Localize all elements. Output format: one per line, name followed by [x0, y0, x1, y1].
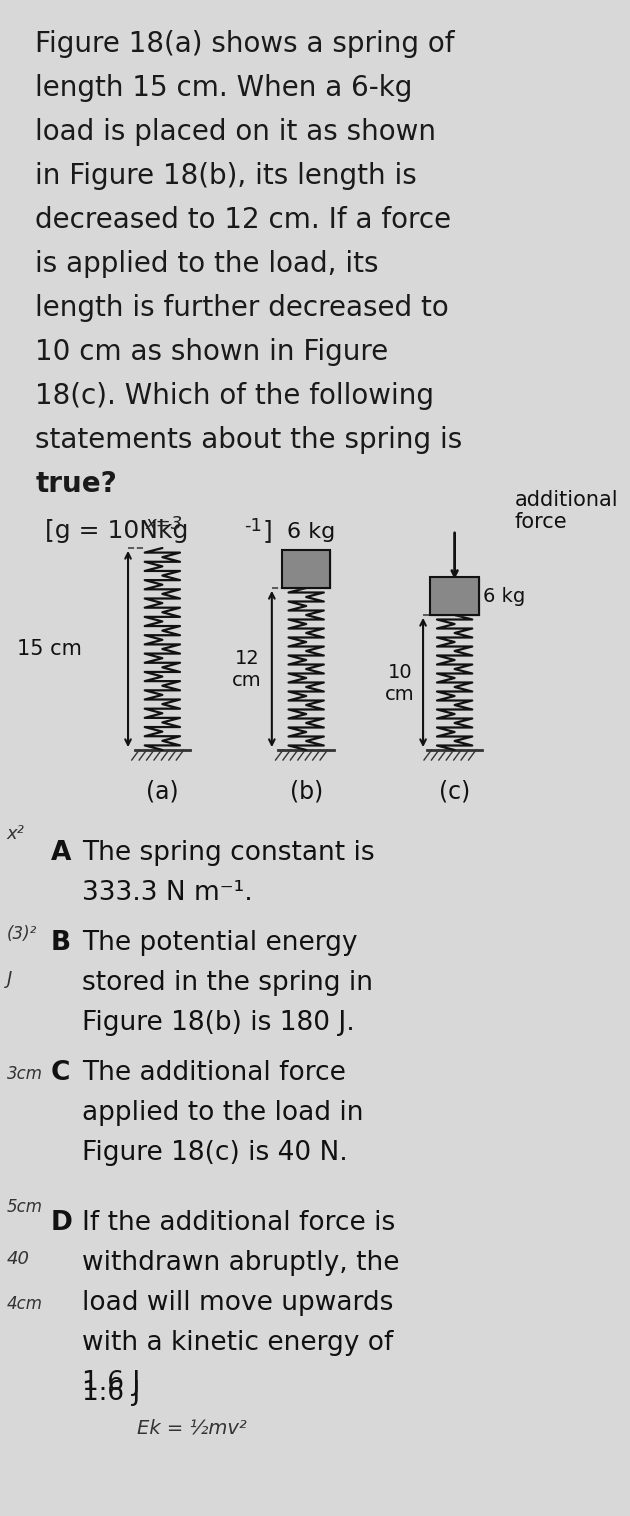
Text: decreased to 12 cm. If a force: decreased to 12 cm. If a force	[35, 206, 451, 233]
Text: 10
cm: 10 cm	[385, 662, 415, 703]
Bar	[430, 578, 479, 615]
Text: 1.6 J: 1.6 J	[82, 1380, 140, 1405]
Text: load will move upwards: load will move upwards	[82, 1290, 393, 1316]
Text: additional: additional	[515, 490, 619, 509]
Text: Figure 18(b) is 180 J.: Figure 18(b) is 180 J.	[82, 1010, 355, 1035]
Text: in Figure 18(b), its length is: in Figure 18(b), its length is	[35, 162, 417, 190]
Text: The additional force: The additional force	[82, 1060, 345, 1085]
Bar	[282, 550, 330, 588]
Text: ]: ]	[263, 518, 272, 543]
Text: A: A	[51, 840, 71, 866]
Text: J: J	[6, 970, 12, 988]
Text: The spring constant is: The spring constant is	[82, 840, 374, 866]
Text: true?: true?	[35, 470, 117, 497]
Text: 40: 40	[6, 1251, 30, 1267]
Text: length 15 cm. When a 6-kg: length 15 cm. When a 6-kg	[35, 74, 413, 102]
Text: Figure 18(c) is 40 N.: Figure 18(c) is 40 N.	[82, 1140, 347, 1166]
Text: Ek = ½mv²: Ek = ½mv²	[137, 1417, 247, 1437]
Text: stored in the spring in: stored in the spring in	[82, 970, 372, 996]
Text: statements about the spring is: statements about the spring is	[35, 426, 462, 453]
Text: 4cm: 4cm	[6, 1295, 42, 1313]
Text: x²: x²	[6, 825, 25, 843]
Text: 333.3 N m⁻¹.: 333.3 N m⁻¹.	[82, 879, 253, 907]
Text: 5cm: 5cm	[6, 1198, 42, 1216]
Bar	[282, 550, 330, 588]
Text: 3cm: 3cm	[6, 1066, 42, 1082]
Text: Figure 18(a) shows a spring of: Figure 18(a) shows a spring of	[35, 30, 455, 58]
Text: force: force	[515, 512, 568, 532]
Text: 6 kg: 6 kg	[483, 587, 525, 605]
Text: applied to the load in: applied to the load in	[82, 1101, 363, 1126]
Text: -1: -1	[244, 517, 262, 535]
Bar	[430, 578, 479, 615]
Text: C: C	[51, 1060, 71, 1085]
Text: withdrawn abruptly, the: withdrawn abruptly, the	[82, 1251, 399, 1276]
Text: (c): (c)	[439, 781, 470, 803]
Text: 1.6 J: 1.6 J	[82, 1370, 140, 1396]
Text: (b): (b)	[290, 781, 323, 803]
Text: B: B	[51, 929, 71, 957]
Text: load is placed on it as shown: load is placed on it as shown	[35, 118, 436, 146]
Text: (3)²: (3)²	[6, 925, 37, 943]
Text: D: D	[51, 1210, 73, 1236]
Text: 15 cm: 15 cm	[17, 640, 81, 659]
Text: [g = 10Nkg: [g = 10Nkg	[45, 518, 188, 543]
Text: (a): (a)	[146, 781, 179, 803]
Text: The potential energy: The potential energy	[82, 929, 357, 957]
Text: If the additional force is: If the additional force is	[82, 1210, 395, 1236]
Text: 6 kg: 6 kg	[287, 522, 335, 543]
Text: is applied to the load, its: is applied to the load, its	[35, 250, 379, 277]
Text: with a kinetic energy of: with a kinetic energy of	[82, 1330, 393, 1355]
Text: 18(c). Which of the following: 18(c). Which of the following	[35, 382, 434, 409]
Text: 12
cm: 12 cm	[232, 649, 261, 690]
Text: length is further decreased to: length is further decreased to	[35, 294, 449, 321]
Text: x=3: x=3	[146, 515, 183, 534]
Text: 10 cm as shown in Figure: 10 cm as shown in Figure	[35, 338, 389, 365]
